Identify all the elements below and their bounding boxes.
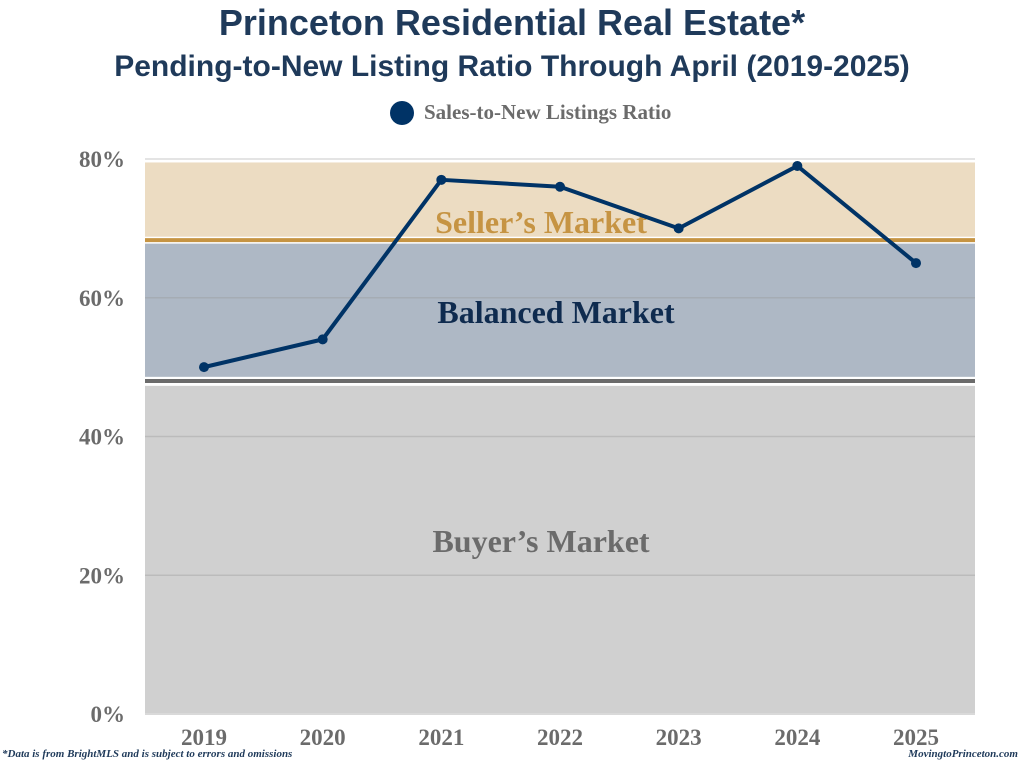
footer-site: MovingtoPrinceton.com [908, 748, 1018, 760]
data-point [673, 223, 684, 234]
data-point [792, 160, 803, 171]
data-point [436, 174, 447, 185]
legend-marker [390, 100, 414, 125]
sellers-market-label: Seller’s Market [435, 204, 647, 240]
data-point [199, 362, 209, 373]
y-tick-label: 80% [79, 147, 125, 172]
legend: Sales-to-New Listings Ratio [390, 100, 671, 125]
x-tick-label: 2024 [774, 725, 821, 750]
x-tick-label: 2025 [893, 725, 939, 750]
y-tick-label: 20% [79, 563, 125, 588]
x-tick-label: 2020 [300, 725, 346, 750]
x-tick-label: 2021 [418, 725, 464, 750]
balanced-market-label: Balanced Market [437, 294, 675, 330]
x-tick-label: 2023 [656, 725, 702, 750]
x-tick-label: 2022 [537, 725, 583, 750]
y-tick-label: 60% [79, 286, 125, 311]
y-tick-label: 40% [79, 425, 125, 450]
y-tick-label: 0% [91, 702, 126, 727]
buyers-market-band [145, 385, 975, 714]
x-tick-label: 2019 [181, 725, 227, 750]
legend-label: Sales-to-New Listings Ratio [424, 100, 672, 124]
footer-note: *Data is from BrightMLS and is subject t… [2, 748, 293, 760]
data-point [555, 181, 565, 192]
balanced-market-band [145, 243, 975, 377]
data-point [911, 258, 921, 269]
buyers-market-label: Buyer’s Market [432, 523, 649, 559]
data-point [317, 334, 328, 345]
chart-title: Princeton Residential Real Estate* [218, 2, 806, 43]
chart-subtitle: Pending-to-New Listing Ratio Through Apr… [114, 50, 910, 83]
